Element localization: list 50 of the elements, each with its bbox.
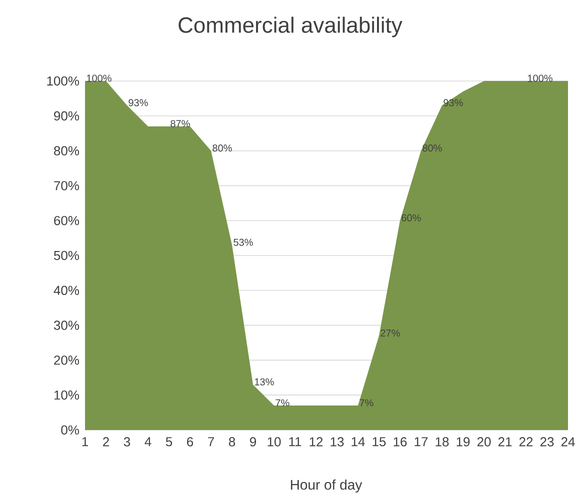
x-tick-label: 7: [208, 437, 214, 446]
y-tick-label: 90%: [54, 111, 80, 120]
x-tick-label: 3: [124, 437, 130, 446]
y-tick-label: 30%: [54, 320, 80, 330]
x-tick-label: 22: [519, 437, 533, 446]
x-tick-label: 18: [436, 437, 449, 446]
x-tick-label: 6: [187, 437, 194, 446]
data-label: 80%: [422, 144, 442, 152]
x-tick-label: 10: [268, 437, 281, 446]
data-label: 100%: [86, 74, 112, 82]
data-label: 100%: [528, 74, 552, 82]
x-axis-title: Hour of day: [290, 479, 362, 493]
x-tick-label: 20: [477, 437, 491, 446]
y-tick-label: 20%: [54, 356, 80, 365]
data-label: 7%: [276, 399, 290, 406]
y-tick-label: 0%: [61, 425, 80, 435]
x-tick-label: 9: [250, 437, 256, 446]
y-tick-label: 40%: [54, 286, 80, 295]
data-label: 53%: [234, 238, 253, 246]
data-label: 80%: [212, 144, 232, 152]
x-tick-label: 19: [456, 437, 470, 446]
y-tick-label: 10%: [54, 390, 80, 400]
x-tick-label: 8: [228, 437, 236, 446]
x-tick-label: 14: [352, 437, 365, 446]
x-tick-label: 1: [82, 437, 88, 446]
y-tick-label: 70%: [54, 181, 80, 190]
x-tick-label: 12: [310, 437, 323, 446]
data-label: 87%: [170, 120, 190, 128]
x-tick-label: 15: [372, 437, 386, 446]
chart-title: Commercial availability: [178, 16, 402, 38]
x-tick-label: 24: [561, 437, 575, 446]
x-tick-label: 17: [414, 437, 428, 446]
x-tick-label: 23: [540, 437, 554, 446]
y-tick-label: 50%: [54, 250, 80, 260]
x-tick-label: 11: [289, 437, 302, 446]
x-tick-label: 5: [166, 437, 172, 446]
y-tick-label: 100%: [47, 76, 80, 86]
data-label: 93%: [128, 99, 148, 106]
data-label: 13%: [254, 378, 274, 386]
x-tick-label: 13: [330, 437, 344, 446]
x-tick-label: 4: [144, 437, 152, 446]
data-label: 7%: [360, 399, 374, 406]
data-label: 93%: [444, 99, 463, 106]
x-tick-label: 2: [103, 437, 109, 446]
y-tick-label: 80%: [54, 146, 80, 156]
data-label: 27%: [380, 330, 400, 337]
y-tick-label: 60%: [54, 216, 80, 226]
x-tick-label: 16: [394, 437, 407, 446]
x-tick-label: 21: [498, 437, 512, 446]
data-label: 60%: [402, 214, 421, 222]
